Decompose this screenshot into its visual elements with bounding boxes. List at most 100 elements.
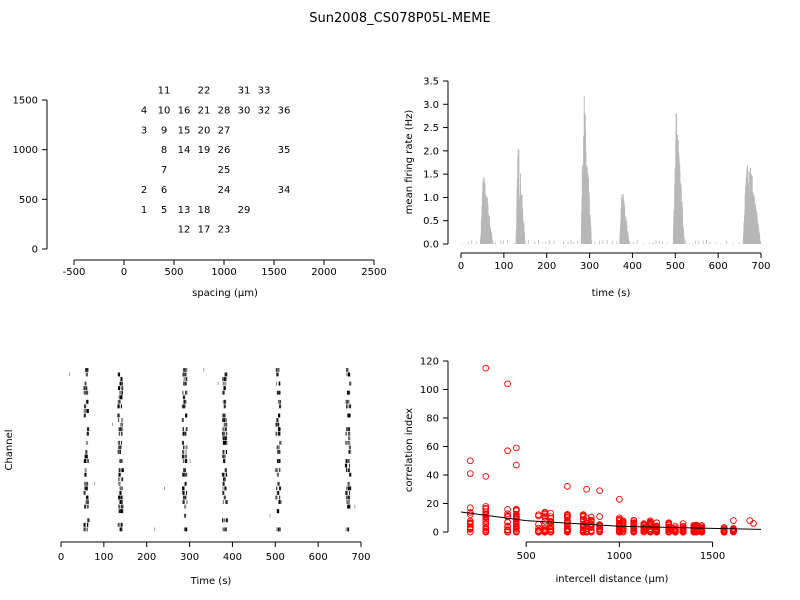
- firing-rate-axes: 0 100 200 300 400 500 600 700 0.0 0.5 1.0 1.5 2.0 2.5…: [423, 77, 770, 273]
- figure-title: Sun2008_CS078P05L-MEME: [309, 11, 490, 26]
- layout-y-tick-label: 1000: [13, 145, 38, 156]
- correlation-point: [504, 512, 511, 520]
- correlation-fit-line: [460, 511, 762, 530]
- correlation-point: [596, 525, 603, 533]
- channel-label-31: 31: [238, 86, 251, 97]
- correlation-y-tick-label: 120: [420, 357, 439, 368]
- correlation-point: [646, 520, 654, 527]
- correlation-point: [630, 521, 638, 528]
- channel-label-28: 28: [218, 105, 231, 116]
- correlation-y-tick-label: 80: [426, 414, 439, 425]
- correlation-point: [535, 524, 542, 532]
- channel-label-25: 25: [218, 165, 231, 176]
- correlation-point: [564, 483, 571, 490]
- firing-x-tick-label: 300: [580, 261, 599, 272]
- channel-label-36: 36: [278, 105, 291, 116]
- raster-x-tick-label: 200: [137, 552, 156, 563]
- correlation-point: [640, 521, 648, 529]
- correlation-axes: 500 1000 1500 0 20 40 60 80 100 120: [420, 357, 725, 563]
- correlation-point: [504, 380, 511, 388]
- correlation-point: [619, 527, 627, 534]
- correlation-point: [466, 519, 474, 527]
- correlation-point: [630, 517, 638, 524]
- correlation-point: [466, 470, 474, 477]
- correlation-point: [596, 487, 603, 495]
- firing-x-label: time (s): [592, 288, 631, 299]
- correlation-point: [579, 526, 587, 534]
- correlation-point: [619, 519, 627, 527]
- correlation-point: [482, 526, 490, 534]
- channel-label-2: 2: [141, 185, 147, 196]
- correlation-point: [564, 526, 571, 534]
- channel-label-27: 27: [218, 125, 231, 136]
- channel-label-34: 34: [278, 185, 291, 196]
- channel-label-16: 16: [178, 105, 191, 116]
- channel-label-23: 23: [218, 225, 231, 236]
- layout-x-tick-label: 500: [164, 267, 183, 278]
- correlation-point: [512, 507, 520, 515]
- correlation-point: [512, 510, 520, 518]
- correlation-point: [512, 524, 520, 532]
- firing-y-tick-label: 0.5: [423, 216, 439, 227]
- channel-label-3: 3: [141, 125, 147, 136]
- correlation-y-label: correlation index: [404, 408, 415, 492]
- correlation-point: [665, 519, 673, 527]
- correlation-point: [504, 523, 511, 531]
- correlation-point: [547, 515, 555, 522]
- correlation-point: [750, 520, 757, 527]
- correlation-point: [504, 510, 511, 518]
- correlation-point: [679, 522, 687, 530]
- firing-y-label: mean firing rate (Hz): [404, 110, 415, 215]
- layout-x-tick-label: 2000: [311, 267, 336, 278]
- firing-x-tick-label: 400: [623, 261, 642, 272]
- correlation-point: [482, 528, 490, 536]
- channel-label-26: 26: [218, 145, 231, 156]
- channel-label-5: 5: [161, 205, 167, 216]
- correlation-point: [482, 513, 490, 521]
- electrode-layout-channels: 1234567891011121314151617181920212223242…: [141, 86, 291, 236]
- correlation-point: [671, 526, 679, 533]
- raster-x-tick-label: 100: [94, 552, 113, 563]
- correlation-point: [579, 513, 587, 520]
- raster-panel: 0 100 200 300 400 500 600 700 Time (s) Channel: [4, 368, 371, 587]
- correlation-point: [646, 528, 654, 536]
- channel-label-33: 33: [258, 86, 271, 97]
- correlation-point: [466, 511, 474, 519]
- correlation-point: [512, 522, 520, 530]
- raster-axes: 0 100 200 300 400 500 600 700: [58, 541, 371, 563]
- channel-label-10: 10: [158, 105, 171, 116]
- correlation-point: [596, 513, 603, 520]
- layout-x-tick-label: 2500: [361, 267, 386, 278]
- channel-label-32: 32: [258, 105, 271, 116]
- raster-y-label: Channel: [4, 429, 15, 470]
- correlation-point: [587, 513, 595, 521]
- firing-y-tick-label: 2.0: [423, 146, 439, 157]
- firing-y-tick-label: 1.5: [423, 170, 439, 181]
- layout-x-tick-label: 1000: [211, 267, 236, 278]
- firing-x-tick-label: 600: [709, 261, 728, 272]
- correlation-point: [730, 526, 737, 534]
- correlation-point: [665, 526, 673, 533]
- correlation-point: [583, 485, 590, 493]
- layout-x-tick-label: 1500: [261, 267, 286, 278]
- correlation-point: [482, 473, 490, 480]
- correlation-point: [482, 517, 490, 525]
- electrode-layout-axes: -500 0 500 1000 1500 2000 2500 0 500 1000 1500: [13, 96, 387, 279]
- layout-x-tick-label: -500: [63, 267, 86, 278]
- correlation-point: [512, 444, 520, 452]
- correlation-point: [504, 527, 511, 534]
- correlation-point: [512, 528, 520, 535]
- channel-label-13: 13: [178, 205, 191, 216]
- correlation-x-tick-label: 1500: [700, 551, 725, 562]
- layout-y-tick-label: 500: [19, 195, 38, 206]
- correlation-x-label: intercell distance (μm): [556, 574, 669, 585]
- correlation-point: [616, 495, 623, 503]
- correlation-point: [482, 364, 490, 372]
- correlation-point: [619, 524, 627, 532]
- correlation-y-tick-label: 60: [426, 442, 439, 453]
- channel-label-14: 14: [178, 145, 191, 156]
- channel-label-15: 15: [178, 125, 191, 136]
- firing-rate-bars: [461, 96, 762, 244]
